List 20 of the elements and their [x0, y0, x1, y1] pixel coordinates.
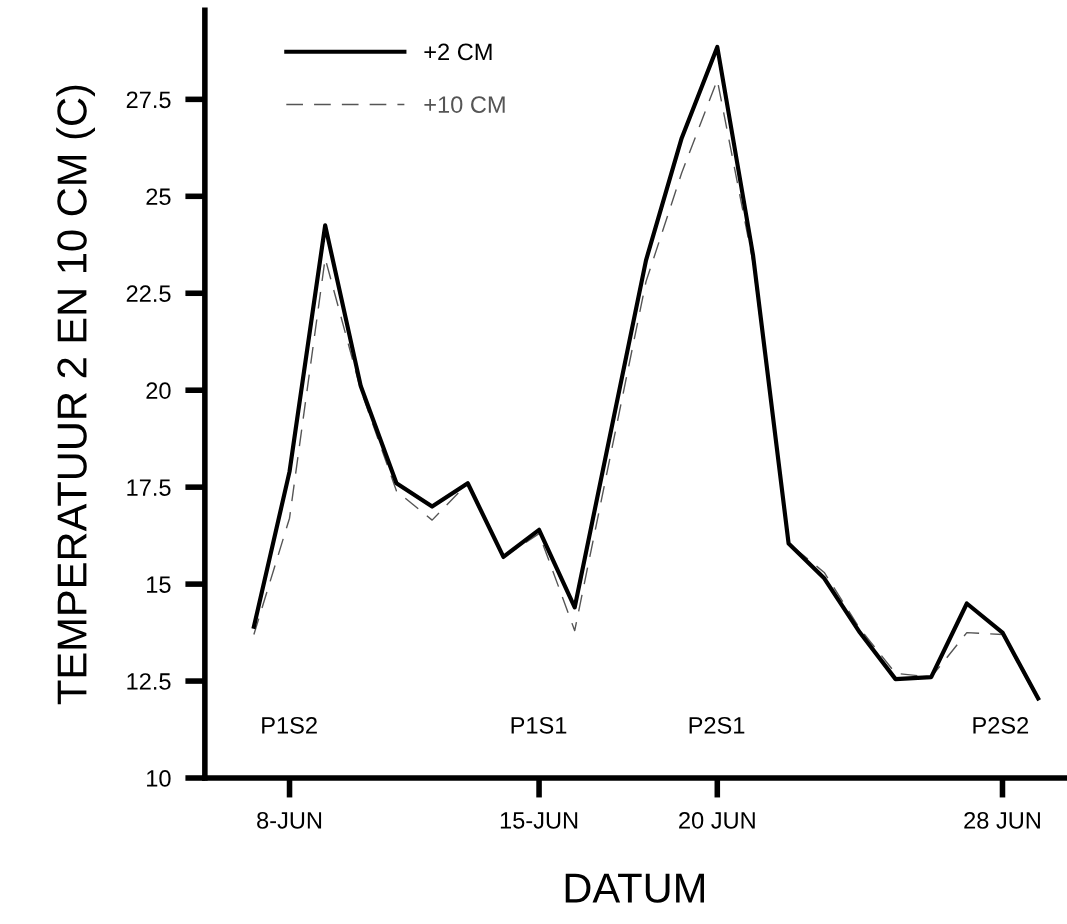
- x-tick-label: 28 JUN: [964, 811, 1040, 829]
- x-tick-label: 20 JUN: [679, 811, 755, 829]
- text: +10 CM: [424, 96, 505, 113]
- annotation: P2S2: [973, 716, 1029, 734]
- annotation: P2S1: [689, 716, 745, 734]
- y-tick-label: 20: [146, 382, 171, 399]
- y-axis-title: TEMPERATUUR 2 EN 10 CM (C): [56, 85, 96, 705]
- x-axis-title: DATUM: [565, 873, 704, 903]
- y-tick-label: 27.5: [126, 91, 171, 109]
- y-tick-label: 17.5: [127, 479, 171, 496]
- annotation: P1S2: [262, 716, 317, 734]
- y-tick-label: 12.5: [127, 673, 171, 690]
- y-tick-label: 10: [147, 770, 171, 787]
- y-tick-label: 15: [147, 576, 171, 593]
- x-tick-label: 8-JUN: [257, 811, 322, 829]
- y-tick-label: 22.5: [126, 285, 171, 303]
- text: +2 CM: [424, 43, 492, 61]
- x-tick-label: 15-JUN: [500, 812, 578, 829]
- annotation: P1S1: [511, 716, 567, 734]
- y-tick-label: 25: [146, 188, 171, 206]
